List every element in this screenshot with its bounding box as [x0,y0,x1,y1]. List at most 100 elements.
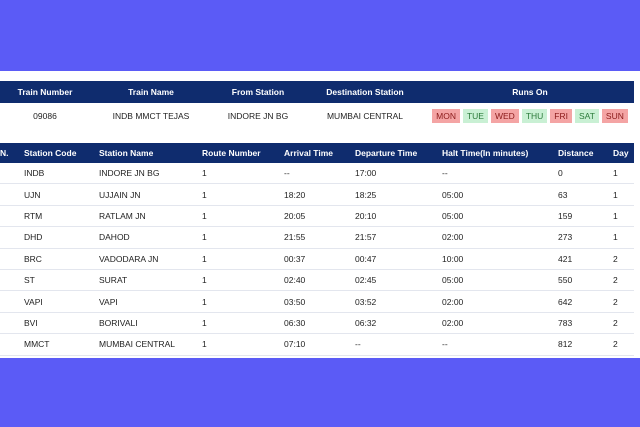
station-name: DAHOD [99,232,130,243]
station-name: SURAT [99,275,128,286]
day: 1 [613,189,618,200]
col-station-code: Station Code [24,148,77,158]
station-code: UJN [24,189,41,200]
station-code: ST [24,275,35,286]
from-station: INDORE JN BG [227,111,289,121]
station-name: RATLAM JN [99,210,146,221]
table-row: MMCT MUMBAI CENTRAL 1 07:10 -- -- 812 2 [0,334,634,356]
station-name: UJJAIN JN [99,189,141,200]
table-row: BRC VADODARA JN 1 00:37 00:47 10:00 421 2 [0,249,634,270]
col-station-name: Station Name [99,148,154,158]
train-info-row: 09086 INDB MMCT TEJAS INDORE JN BG MUMBA… [0,105,634,127]
station-name: VADODARA JN [99,253,159,264]
col-halt-time: Halt Time(In minutes) [442,148,529,158]
station-code: RTM [24,210,43,221]
col-day: Day [613,148,629,158]
day: 2 [613,296,618,307]
route-number: 1 [202,189,207,200]
halt-time: 05:00 [442,189,464,200]
arrival-time: 06:30 [284,317,306,328]
col-distance: Distance [558,148,594,158]
table-row: DHD DAHOD 1 21:55 21:57 02:00 273 1 [0,227,634,249]
day-badge-wed: WED [490,109,519,123]
col-train-number: Train Number [17,87,73,97]
route-number: 1 [202,339,207,350]
table-row: UJN UJJAIN JN 1 18:20 18:25 05:00 63 1 [0,184,634,206]
day-badge-tue: TUE [462,109,488,123]
departure-time: 18:25 [355,189,377,200]
table-row: ST SURAT 1 02:40 02:45 05:00 550 2 [0,270,634,292]
distance: 159 [558,210,573,221]
day-badge-fri: FRI [550,109,572,123]
distance: 783 [558,317,573,328]
destination-station: MUMBAI CENTRAL [326,111,404,121]
train-number: 09086 [33,111,57,121]
schedule-panel: Train Number Train Name From Station Des… [0,71,640,358]
route-number: 1 [202,253,207,264]
distance: 273 [558,232,573,243]
halt-time: -- [442,339,448,350]
departure-time: 20:10 [355,210,377,221]
col-departure-time: Departure Time [355,148,418,158]
halt-time: 02:00 [442,296,464,307]
table-row: INDB INDORE JN BG 1 -- 17:00 -- 0 1 [0,163,634,185]
route-number: 1 [202,275,207,286]
col-train-name: Train Name [128,87,174,97]
col-route-number: Route Number [202,148,261,158]
table-row: BVI BORIVALI 1 06:30 06:32 02:00 783 2 [0,313,634,335]
runs-on-days: MON TUE WED THU FRI SAT SUN [426,109,634,123]
stations-header-row: N. Station Code Station Name Route Numbe… [0,143,634,163]
station-code: INDB [24,168,45,179]
halt-time: 02:00 [442,317,464,328]
distance: 0 [558,168,563,179]
day-badge-sun: SUN [601,109,628,123]
station-code: BVI [24,317,38,328]
arrival-time: -- [284,168,290,179]
distance: 63 [558,189,568,200]
station-name: BORIVALI [99,317,138,328]
day-badge-thu: THU [521,109,548,123]
departure-time: 17:00 [355,168,377,179]
train-header-row: Train Number Train Name From Station Des… [0,81,634,103]
departure-time: -- [355,339,361,350]
day-badge-mon: MON [432,109,460,123]
distance: 550 [558,275,573,286]
day: 1 [613,210,618,221]
departure-time: 21:57 [355,232,377,243]
halt-time: -- [442,168,448,179]
distance: 421 [558,253,573,264]
arrival-time: 18:20 [284,189,306,200]
day: 1 [613,232,618,243]
route-number: 1 [202,317,207,328]
col-arrival-time: Arrival Time [284,148,333,158]
arrival-time: 21:55 [284,232,306,243]
departure-time: 02:45 [355,275,377,286]
halt-time: 02:00 [442,232,464,243]
route-number: 1 [202,210,207,221]
arrival-time: 20:05 [284,210,306,221]
departure-time: 06:32 [355,317,377,328]
day: 2 [613,317,618,328]
route-number: 1 [202,296,207,307]
day: 2 [613,339,618,350]
station-name: MUMBAI CENTRAL [99,339,176,350]
route-number: 1 [202,168,207,179]
arrival-time: 02:40 [284,275,306,286]
table-row: RTM RATLAM JN 1 20:05 20:10 05:00 159 1 [0,206,634,228]
station-code: BRC [24,253,42,264]
arrival-time: 03:50 [284,296,306,307]
route-number: 1 [202,232,207,243]
arrival-time: 00:37 [284,253,306,264]
departure-time: 00:47 [355,253,377,264]
distance: 812 [558,339,573,350]
station-name: VAPI [99,296,118,307]
day: 1 [613,168,618,179]
arrival-time: 07:10 [284,339,306,350]
train-name: INDB MMCT TEJAS [112,111,190,121]
day-badge-sat: SAT [575,109,599,123]
day: 2 [613,275,618,286]
halt-time: 10:00 [442,253,464,264]
station-code: VAPI [24,296,43,307]
col-destination-station: Destination Station [326,87,404,97]
col-runs-on: Runs On [512,87,548,97]
